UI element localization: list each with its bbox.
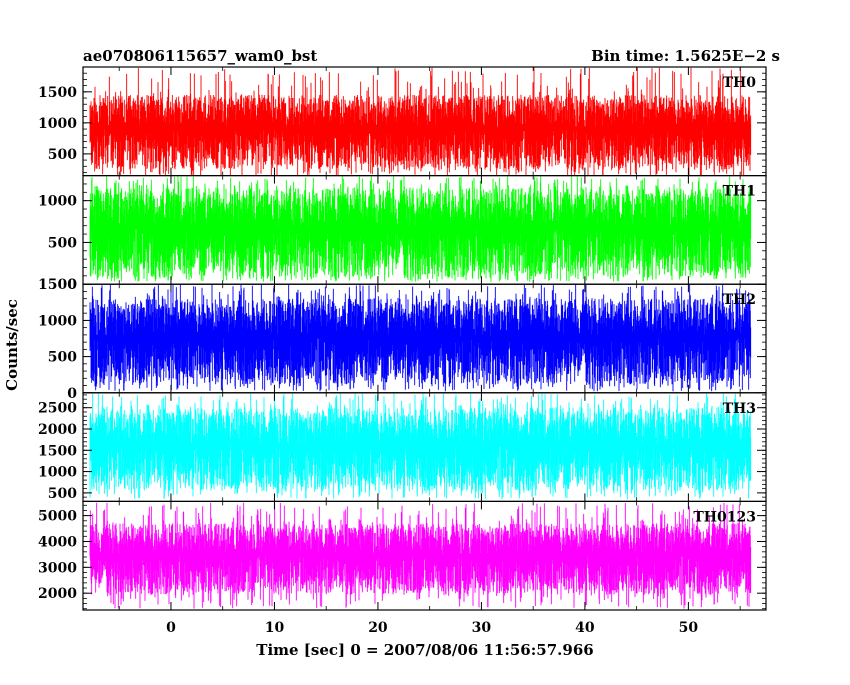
x-tick-label: 50: [679, 620, 699, 636]
panel-label: TH1: [723, 184, 756, 200]
panel-th0123: 2000 3000 4000 5000 TH0123: [38, 500, 767, 611]
y-tick-label: 1000: [38, 313, 77, 329]
panel-label: TH0: [723, 75, 757, 91]
y-tick-label: 500: [48, 486, 77, 502]
y-tick-label: 3000: [38, 560, 77, 576]
x-tick-label: 30: [472, 620, 492, 636]
y-tick-label: 500: [48, 235, 77, 251]
series-trace-th2: [89, 284, 752, 392]
y-tick-label: 1000: [38, 465, 77, 481]
panel-frame: [82, 500, 767, 611]
y-tick-label: 0: [67, 386, 77, 402]
x-axis: 0 10 20 30 40 50: [166, 620, 698, 636]
y-tick-label: 1000: [38, 194, 77, 210]
y-tick-label: 1500: [38, 85, 77, 101]
series-trace-th0123: [89, 502, 752, 609]
panel-th3: 500 1000 1500 2000 2500 TH3: [38, 392, 767, 502]
y-tick-label: 5000: [38, 509, 77, 525]
panel-label: TH0123: [693, 509, 756, 525]
y-axis-label: Counts/sec: [3, 299, 21, 391]
x-tick-label: 40: [575, 620, 595, 636]
x-tick-label: 0: [166, 620, 176, 636]
figure-title: ae070806115657_wam0_bst: [83, 47, 317, 65]
y-tick-label: 2000: [38, 586, 77, 602]
bin-time-label: Bin time: 1.5625E−2 s: [591, 47, 780, 65]
x-tick-label: 10: [265, 620, 285, 636]
y-tick-label: 2000: [38, 422, 77, 438]
x-axis-label: Time [sec] 0 = 2007/08/06 11:56:57.966: [256, 641, 593, 659]
y-tick-label: 1500: [38, 443, 77, 459]
y-tick-label: 1000: [38, 116, 77, 132]
panel-label: TH2: [723, 292, 756, 308]
panel-th1: 0 500 1000 TH1: [38, 175, 767, 293]
panel-th2: 0 500 1000 1500 TH2: [38, 277, 767, 402]
panels-group: 500 1000 1500 TH0 0 500 1000 TH1 0 500 1000 1500 TH2…: [38, 66, 767, 611]
panel-th0: 500 1000 1500 TH0: [38, 66, 767, 177]
y-tick-label: 2500: [38, 401, 77, 417]
series-trace-th0: [89, 67, 752, 176]
series-trace-th3: [89, 393, 752, 500]
panel-label: TH3: [723, 401, 756, 417]
y-tick-label: 500: [48, 350, 77, 366]
x-tick-label: 20: [368, 620, 388, 636]
y-tick-label: 0: [67, 277, 77, 293]
series-trace-th1: [89, 175, 752, 282]
y-tick-label: 4000: [38, 534, 77, 550]
y-tick-label: 500: [48, 147, 77, 163]
y-tick-label: 1500: [38, 277, 77, 293]
